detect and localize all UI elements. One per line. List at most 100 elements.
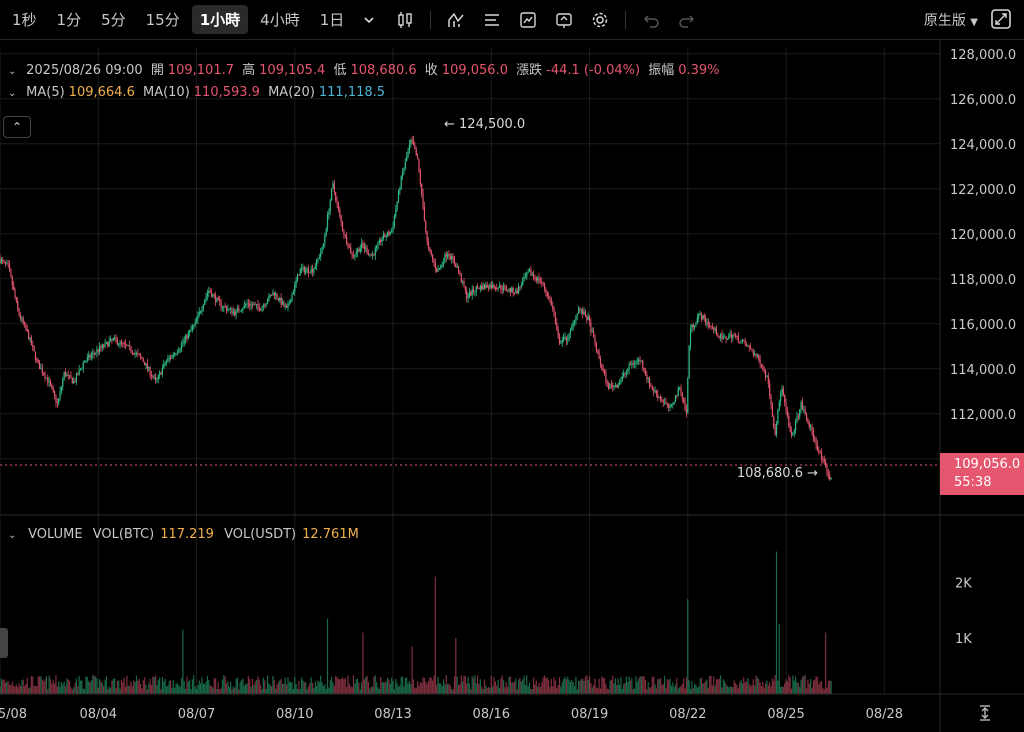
candle-body [646,374,648,379]
volume-bar [608,689,610,694]
candle-body [631,363,633,366]
timeframe-dropdown-icon[interactable] [358,9,380,31]
volume-bar [365,676,367,694]
candle-body [322,243,325,247]
drawing-list-icon[interactable] [481,9,503,31]
candle-body [497,287,499,290]
volume-bar [34,686,37,694]
volume-bar [388,679,390,694]
candle-body [528,269,531,272]
candle-body [759,359,761,365]
volume-bar [15,684,17,694]
candle-body [722,337,724,340]
candle-body [77,374,79,376]
y-tick-label: 118,000.0 [950,273,1016,288]
chevron-down-icon[interactable]: ⌄ [8,530,17,541]
volume-bar [602,677,604,694]
volume-bar [243,685,245,694]
candle-body [636,361,638,363]
volume-bar [711,685,713,694]
volume-bar [343,679,345,694]
volume-bar [302,680,304,694]
candle-body [389,232,391,235]
candle-body [700,313,703,320]
volume-bar [463,676,465,694]
volume-bar [457,685,460,694]
candle-body [612,385,614,388]
candle-body [281,301,284,305]
volume-bar [777,680,779,694]
version-selector[interactable]: 原生版 ▼ [924,10,978,30]
scroll-handle[interactable] [0,628,8,658]
candle-body [610,384,612,386]
volume-bar [549,687,551,694]
candle-body [276,293,278,299]
volume-bar [576,689,578,694]
volume-bar [366,675,368,694]
candle-body [217,297,219,300]
volume-bar [695,685,697,694]
volume-bar [721,687,723,694]
timeframe-1s[interactable]: 1秒 [12,11,37,29]
candle-body [745,343,748,347]
candle-body [401,172,404,177]
compare-icon[interactable] [553,9,575,31]
volume-bar [743,677,745,694]
volume-bar [246,683,248,694]
candle-body [569,329,572,334]
volume-bar [382,682,385,694]
volume-bar [524,684,527,694]
timeframe-1d[interactable]: 1日 [319,11,345,29]
high-marker: ← 124,500.0 [444,117,525,132]
volume-bar [284,677,286,694]
indicators-icon[interactable] [445,9,467,31]
volume-bar [174,687,176,694]
timeframe-15m[interactable]: 15分 [145,11,180,29]
candle-body [272,292,274,296]
volume-bar [412,679,415,694]
volume-bar [666,679,668,694]
axis-scale-icon[interactable] [976,704,996,724]
candle-body [627,369,629,371]
volume-bar [703,682,705,694]
candle-body [818,450,820,452]
volume-bar [131,686,133,694]
volume-bar [509,676,511,694]
redo-icon[interactable] [676,9,698,31]
candle-body [184,335,187,340]
candle-body [43,373,45,375]
chevron-down-icon[interactable]: ⌄ [8,88,17,99]
volume-bar [321,682,323,694]
fullscreen-icon[interactable] [990,8,1014,32]
collapse-legend-button[interactable]: ⌃ [3,116,31,138]
candle-body [500,285,502,290]
volume-bar [669,678,671,694]
x-tick-label: 08/16 [473,707,510,722]
chart-template-icon[interactable] [517,9,539,31]
timeframe-4h[interactable]: 4小時 [260,11,300,29]
volume-bar [197,685,199,694]
timeframe-1h[interactable]: 1小時 [191,5,249,34]
timeframe-1m[interactable]: 1分 [56,11,82,29]
undo-icon[interactable] [640,9,662,31]
candle-body [511,287,513,292]
chevron-down-icon[interactable]: ⌄ [8,66,17,77]
volume-bar [719,675,722,694]
ma-legend: ⌄ MA(5) 109,664.6 MA(10) 110,593.9 MA(20) 1… [8,85,389,100]
candle-type-icon[interactable] [394,9,416,31]
volume-bar [605,684,607,694]
candle-body [107,341,109,347]
volume-bar [277,682,279,694]
timeframe-5m[interactable]: 5分 [101,11,126,29]
settings-gear-icon[interactable] [589,9,611,31]
candle-body [691,324,693,330]
volume-bar [354,683,356,694]
volume-bar [236,677,239,694]
candle-body [474,291,476,293]
volume-bar [807,679,809,694]
candle-body [567,339,569,341]
candle-body [15,297,17,302]
volume-bar [752,678,754,694]
candle-body [777,409,779,424]
